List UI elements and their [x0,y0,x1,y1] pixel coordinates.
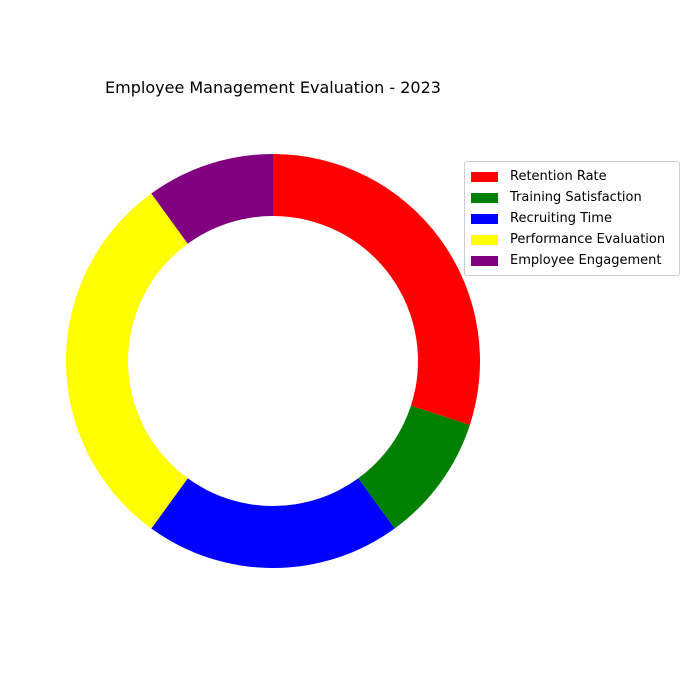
legend-swatch [471,234,498,245]
legend-label: Employee Engagement [510,253,662,268]
legend-item-employee-engagement: Employee Engagement [465,250,679,271]
legend-swatch [471,171,498,182]
legend-swatch [471,192,498,203]
legend-item-recruiting-time: Recruiting Time [465,208,679,229]
slice-retention-rate [273,154,481,425]
legend-label: Recruiting Time [510,211,612,226]
slice-employee-engagement [151,154,273,244]
legend-label: Performance Evaluation [510,232,666,247]
slice-training-satisfaction [358,405,470,529]
legend-swatch [471,213,498,224]
legend: Retention Rate Training Satisfaction Rec… [464,161,680,276]
legend-label: Training Satisfaction [510,190,642,205]
legend-item-training-satisfaction: Training Satisfaction [465,187,679,208]
legend-item-retention-rate: Retention Rate [465,166,679,187]
legend-swatch [471,255,498,266]
legend-label: Retention Rate [510,169,607,184]
legend-item-performance-evaluation: Performance Evaluation [465,229,679,250]
slice-recruiting-time [151,478,395,568]
slice-performance-evaluation [65,193,188,529]
chart-title: Employee Management Evaluation - 2023 [105,78,441,97]
